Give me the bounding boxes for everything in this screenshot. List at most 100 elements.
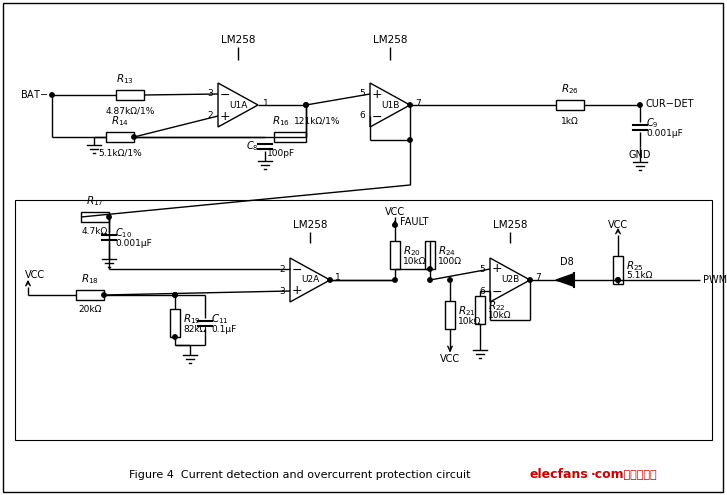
Text: elecfans: elecfans (530, 468, 589, 482)
Text: $C_9$: $C_9$ (646, 116, 659, 130)
Text: CUR−DET: CUR−DET (645, 99, 694, 109)
Text: 0.001μF: 0.001μF (115, 239, 152, 248)
Circle shape (173, 335, 177, 339)
Text: 4.7kΩ: 4.7kΩ (82, 227, 108, 236)
Text: $C_{10}$: $C_{10}$ (115, 226, 132, 240)
Text: LM258: LM258 (293, 220, 327, 230)
Text: 7: 7 (415, 99, 421, 107)
Text: $+$: $+$ (491, 262, 502, 276)
Text: 100pF: 100pF (267, 149, 295, 158)
Text: $R_{24}$: $R_{24}$ (438, 244, 456, 258)
Text: 100Ω: 100Ω (438, 256, 462, 265)
Text: 电子发烧友: 电子发烧友 (620, 470, 656, 480)
Text: 3: 3 (279, 287, 285, 296)
Text: LM258: LM258 (373, 35, 407, 45)
Bar (76, 290, 104, 300)
Bar (274, 132, 306, 142)
Bar (445, 301, 455, 329)
Text: 6: 6 (359, 111, 365, 120)
Polygon shape (556, 274, 574, 286)
Text: 6: 6 (479, 287, 485, 296)
Text: 0.001μF: 0.001μF (646, 129, 683, 138)
Bar (15, 200, 712, 440)
Circle shape (173, 293, 177, 297)
Circle shape (616, 278, 620, 282)
Text: 10kΩ: 10kΩ (458, 316, 481, 326)
Circle shape (304, 103, 308, 107)
Circle shape (304, 103, 308, 107)
Text: $R_{13}$: $R_{13}$ (116, 72, 134, 86)
Circle shape (393, 278, 397, 282)
Text: LM258: LM258 (493, 220, 527, 230)
Text: $C_{11}$: $C_{11}$ (211, 312, 229, 326)
Text: 2: 2 (207, 111, 213, 120)
Text: U1B: U1B (381, 100, 399, 109)
Text: $R_{16}$: $R_{16}$ (272, 114, 290, 128)
Text: 82kΩ: 82kΩ (183, 325, 206, 334)
Text: 5: 5 (479, 264, 485, 274)
Bar (613, 256, 623, 284)
Text: 5.1kΩ: 5.1kΩ (626, 271, 652, 281)
Text: 4.87kΩ/1%: 4.87kΩ/1% (105, 106, 155, 115)
Bar (475, 296, 485, 324)
Text: FAULT: FAULT (400, 217, 428, 227)
Text: 5.1kΩ/1%: 5.1kΩ/1% (98, 148, 142, 157)
Text: 1: 1 (335, 274, 341, 283)
Text: $+$: $+$ (371, 88, 382, 100)
Text: U2B: U2B (501, 276, 519, 285)
Text: PWM: PWM (703, 275, 727, 285)
Circle shape (393, 223, 397, 227)
Text: $C_8$: $C_8$ (246, 139, 259, 153)
Bar (116, 90, 144, 100)
Text: $R_{19}$: $R_{19}$ (183, 312, 201, 326)
Text: 20kΩ: 20kΩ (79, 304, 102, 313)
Text: $R_{14}$: $R_{14}$ (111, 114, 129, 128)
Text: $R_{26}$: $R_{26}$ (561, 82, 579, 96)
Bar (106, 132, 134, 142)
Text: $-$: $-$ (220, 88, 230, 100)
Text: BAT$-$: BAT$-$ (20, 88, 49, 100)
Bar (556, 100, 584, 110)
Circle shape (408, 138, 412, 142)
Text: $+$: $+$ (292, 285, 302, 297)
Bar (390, 241, 400, 269)
Text: GND: GND (629, 150, 651, 160)
Text: 10kΩ: 10kΩ (403, 256, 427, 265)
Text: Figure 4  Current detection and overcurrent protection circuit: Figure 4 Current detection and overcurre… (129, 470, 471, 480)
Bar (170, 309, 180, 337)
Bar (425, 241, 435, 269)
Circle shape (616, 278, 620, 282)
Circle shape (173, 293, 177, 297)
Text: $R_{20}$: $R_{20}$ (403, 244, 421, 258)
Text: $R_{18}$: $R_{18}$ (81, 272, 99, 286)
Circle shape (328, 278, 332, 282)
Circle shape (427, 278, 432, 282)
Circle shape (427, 267, 432, 271)
Circle shape (448, 278, 452, 282)
Text: $-$: $-$ (292, 262, 302, 276)
Circle shape (107, 215, 111, 219)
Text: $-$: $-$ (491, 285, 502, 297)
Text: VCC: VCC (440, 354, 460, 364)
Text: 7: 7 (535, 274, 541, 283)
Text: 3: 3 (207, 90, 213, 99)
Text: 2: 2 (279, 264, 285, 274)
Circle shape (408, 103, 412, 107)
Text: $R_{25}$: $R_{25}$ (626, 259, 644, 273)
Text: 5: 5 (359, 90, 365, 99)
Text: 1: 1 (263, 99, 269, 107)
Text: U2A: U2A (301, 276, 319, 285)
Text: LM258: LM258 (221, 35, 255, 45)
Text: VCC: VCC (25, 270, 45, 280)
Circle shape (638, 103, 642, 107)
Text: $R_{21}$: $R_{21}$ (458, 304, 475, 318)
Text: ·com: ·com (591, 468, 624, 482)
Text: VCC: VCC (608, 220, 628, 230)
Text: $R_{22}$: $R_{22}$ (488, 299, 506, 313)
Text: D8: D8 (560, 257, 574, 267)
Text: $-$: $-$ (371, 109, 382, 122)
Text: 10kΩ: 10kΩ (488, 311, 512, 320)
Text: 121kΩ/1%: 121kΩ/1% (294, 116, 340, 126)
Text: $+$: $+$ (220, 109, 230, 122)
Circle shape (132, 135, 136, 139)
